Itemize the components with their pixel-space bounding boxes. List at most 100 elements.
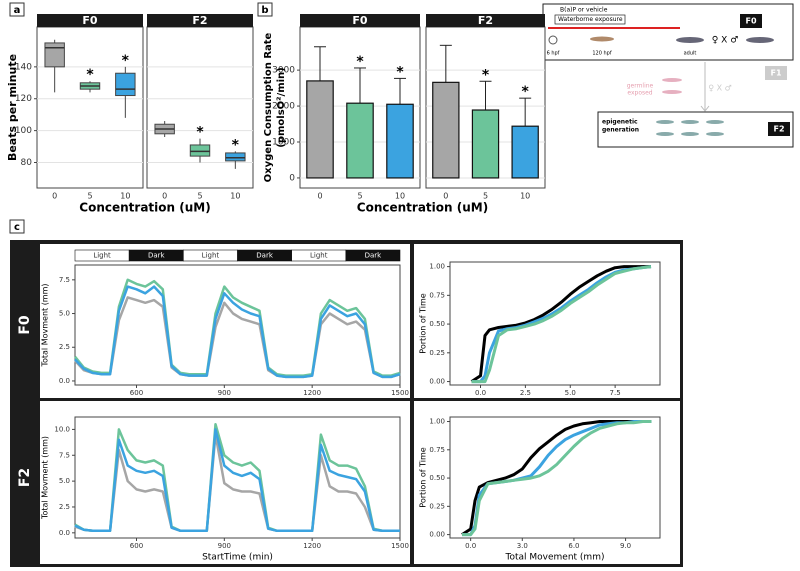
panel-label: b xyxy=(261,5,268,16)
ecdf-line xyxy=(471,265,652,384)
f1-note: exposed xyxy=(627,90,652,97)
phase-label: Light xyxy=(93,252,111,260)
movement-line xyxy=(74,278,401,377)
fish-icon xyxy=(681,132,699,136)
y-tick-label: 5.0 xyxy=(59,477,70,485)
x-tick-label: 900 xyxy=(218,542,231,550)
facet-strip xyxy=(300,14,420,27)
f2-note: generation xyxy=(602,127,639,134)
y-tick-label: 1.00 xyxy=(429,418,445,426)
y-tick-label: 0.00 xyxy=(429,531,445,539)
y-tick-label: 2000 xyxy=(272,102,295,112)
schematic-frame xyxy=(542,3,794,61)
x-tick-label: 5 xyxy=(197,192,202,201)
x-axis-title: Concentration (uM) xyxy=(79,201,210,215)
panel-label: c xyxy=(14,222,20,233)
plot-area xyxy=(146,26,254,189)
y-tick-label: 0.75 xyxy=(429,291,445,299)
plot-area xyxy=(449,261,661,386)
x-tick-label: 0.0 xyxy=(465,542,476,550)
y-tick-label: 1.00 xyxy=(429,263,445,271)
significance: * xyxy=(522,84,530,100)
x-tick-label: 10 xyxy=(395,192,405,201)
y-axis-title: Total Movment (mm) xyxy=(41,436,50,520)
x-tick-label: 9.0 xyxy=(620,542,631,550)
x-axis-title: Concentration (uM) xyxy=(357,201,488,215)
movement-line xyxy=(74,433,400,533)
x-tick-label: 0 xyxy=(317,192,322,201)
x-tick-label: 3.0 xyxy=(517,542,528,550)
y-tick-label: 100 xyxy=(15,126,32,136)
x-tick-label: 0 xyxy=(443,192,448,201)
phase-label: Light xyxy=(310,252,328,260)
x-tick-label: 5 xyxy=(483,192,488,201)
arrow-head xyxy=(700,105,710,112)
y-tick-label: 0.50 xyxy=(429,320,445,328)
panel-label: a xyxy=(14,5,21,16)
x-tick-label: 900 xyxy=(218,389,231,397)
significance: * xyxy=(122,53,130,69)
facet-strip xyxy=(37,14,143,27)
plot-area xyxy=(74,264,401,386)
y-tick-label: 80 xyxy=(21,158,33,168)
facet-label: F2 xyxy=(478,14,493,27)
y-axis-title: Portion of Time xyxy=(419,293,428,354)
fish-icon xyxy=(662,90,682,94)
stage-text: adult xyxy=(684,51,697,57)
significance: * xyxy=(86,67,94,83)
x-tick-label: 1200 xyxy=(303,389,321,397)
cross-text: ♀ X ♂ xyxy=(712,36,739,46)
x-tick-label: 5 xyxy=(357,192,362,201)
x-tick-label: 0.0 xyxy=(475,389,486,397)
x-tick-label: 6.0 xyxy=(568,542,579,550)
generation-label: F1 xyxy=(770,69,781,78)
box xyxy=(44,42,65,68)
f2-note: epigenetic xyxy=(602,119,638,126)
y-tick-label: 2.5 xyxy=(59,343,70,351)
bar xyxy=(346,102,374,179)
box xyxy=(115,72,136,97)
y-tick-label: 2.5 xyxy=(59,503,70,511)
significance: * xyxy=(356,54,364,70)
x-tick-label: 10 xyxy=(520,192,530,201)
x-tick-label: 1500 xyxy=(391,389,409,397)
y-tick-label: 5.0 xyxy=(59,310,70,318)
movement-line xyxy=(74,296,401,379)
row-label: F2 xyxy=(17,468,33,487)
significance: * xyxy=(232,137,240,153)
facet-label: F0 xyxy=(352,14,368,27)
y-tick-label: 1000 xyxy=(272,138,295,148)
bar xyxy=(306,80,334,179)
x-tick-label: 7.5 xyxy=(610,389,621,397)
egg-icon xyxy=(548,35,558,45)
fish-icon xyxy=(706,132,724,136)
phase-cell xyxy=(345,249,401,262)
facet-strip xyxy=(147,14,253,27)
bar xyxy=(432,81,460,179)
x-tick-label: 600 xyxy=(130,542,143,550)
y-tick-label: 7.5 xyxy=(59,276,70,284)
x-tick-label: 10 xyxy=(230,192,240,201)
y-tick-label: 0.00 xyxy=(429,378,445,386)
bar xyxy=(471,109,500,179)
significance: * xyxy=(396,64,404,80)
row-label: F0 xyxy=(17,315,33,335)
movement-line xyxy=(74,428,400,533)
facet-label: F0 xyxy=(82,14,98,27)
y-tick-label: 0.0 xyxy=(59,377,70,385)
f2-box xyxy=(597,111,794,148)
y-tick-label: 10.0 xyxy=(54,425,70,433)
y-tick-label: 7.5 xyxy=(59,451,70,459)
phase-label: Light xyxy=(202,252,220,260)
generation-label: F2 xyxy=(773,125,784,134)
fish-icon xyxy=(656,120,674,124)
x-tick-label: 1500 xyxy=(391,542,409,550)
y-tick-label: 0.0 xyxy=(59,529,70,537)
facet-strip xyxy=(426,14,545,27)
y-tick-label: 0 xyxy=(289,173,295,183)
phase-label: Dark xyxy=(256,252,274,260)
x-tick-label: 5.0 xyxy=(565,389,576,397)
x-axis-title: Total Movement (mm) xyxy=(505,553,605,563)
fish-icon xyxy=(662,78,682,82)
generation-box xyxy=(768,122,790,136)
